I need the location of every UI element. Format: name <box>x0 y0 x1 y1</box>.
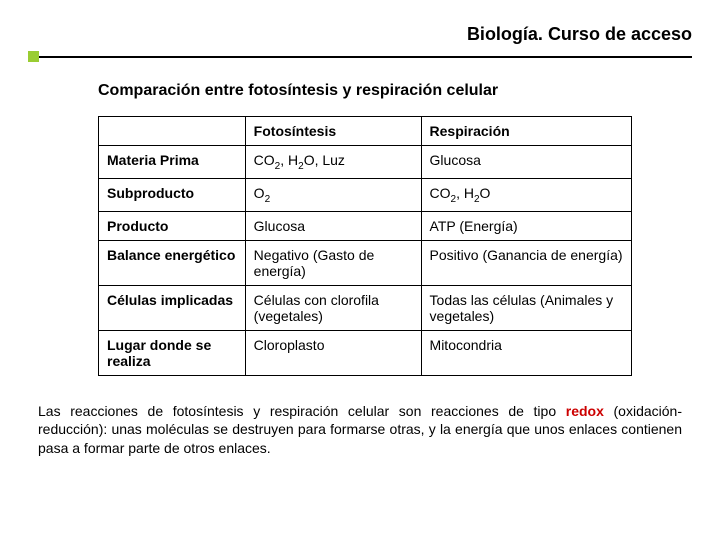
table-row: Materia Prima CO2, H2O, Luz Glucosa <box>99 146 632 179</box>
header-rule <box>28 51 692 62</box>
row-label: Producto <box>99 211 246 240</box>
row-label: Lugar donde se realiza <box>99 330 246 375</box>
cell-fotosintesis: Cloroplasto <box>245 330 421 375</box>
table-header-fotosintesis: Fotosíntesis <box>245 117 421 146</box>
cell-respiracion: Todas las células (Animales y vegetales) <box>421 285 631 330</box>
cell-respiracion: Glucosa <box>421 146 631 179</box>
rule-line <box>39 56 692 58</box>
cell-respiracion: Mitocondria <box>421 330 631 375</box>
table-header-respiracion: Respiración <box>421 117 631 146</box>
row-label: Subproducto <box>99 178 246 211</box>
cell-fotosintesis: CO2, H2O, Luz <box>245 146 421 179</box>
footer-redox: redox <box>566 403 604 419</box>
comparison-table: Fotosíntesis Respiración Materia Prima C… <box>98 116 632 376</box>
row-label: Materia Prima <box>99 146 246 179</box>
row-label: Células implicadas <box>99 285 246 330</box>
table-row: Lugar donde se realiza Cloroplasto Mitoc… <box>99 330 632 375</box>
subtitle: Comparación entre fotosíntesis y respira… <box>98 82 692 100</box>
table-row: Producto Glucosa ATP (Energía) <box>99 211 632 240</box>
comparison-table-wrap: Fotosíntesis Respiración Materia Prima C… <box>98 116 632 376</box>
cell-respiracion: CO2, H2O <box>421 178 631 211</box>
cell-fotosintesis: Negativo (Gasto de energía) <box>245 240 421 285</box>
table-row: Células implicadas Células con clorofila… <box>99 285 632 330</box>
table-body: Materia Prima CO2, H2O, Luz Glucosa Subp… <box>99 146 632 376</box>
page-header: Biología. Curso de acceso <box>28 24 692 45</box>
cell-fotosintesis: Glucosa <box>245 211 421 240</box>
table-header-empty <box>99 117 246 146</box>
cell-fotosintesis: O2 <box>245 178 421 211</box>
cell-respiracion: Positivo (Ganancia de energía) <box>421 240 631 285</box>
header-title: Biología. Curso de acceso <box>467 24 692 44</box>
table-header-row: Fotosíntesis Respiración <box>99 117 632 146</box>
cell-respiracion: ATP (Energía) <box>421 211 631 240</box>
footer-paragraph: Las reacciones de fotosíntesis y respira… <box>28 402 692 459</box>
rule-accent-square <box>28 51 39 62</box>
table-row: Balance energético Negativo (Gasto de en… <box>99 240 632 285</box>
table-row: Subproducto O2 CO2, H2O <box>99 178 632 211</box>
row-label: Balance energético <box>99 240 246 285</box>
cell-fotosintesis: Células con clorofila (vegetales) <box>245 285 421 330</box>
footer-pre: Las reacciones de fotosíntesis y respira… <box>38 403 566 419</box>
